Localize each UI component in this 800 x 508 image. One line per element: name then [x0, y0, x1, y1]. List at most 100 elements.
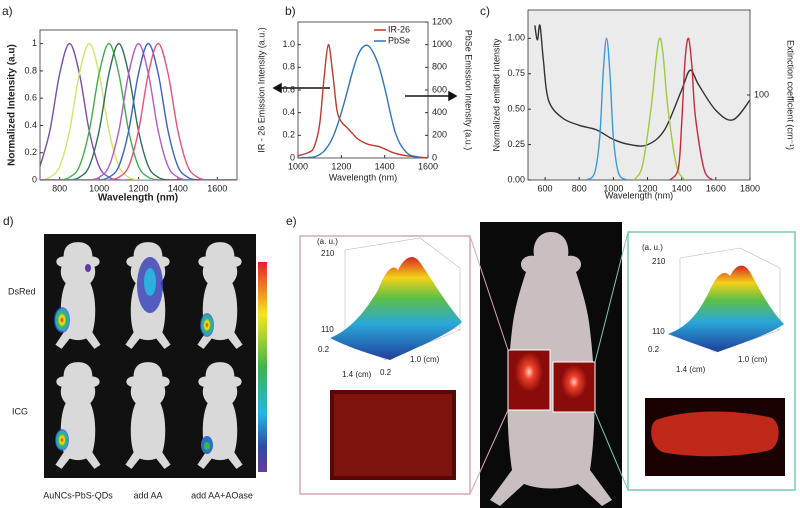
x-tick-label: 1400	[672, 183, 692, 193]
row-label: ICG	[12, 406, 28, 416]
chart: 800 1000 1200 1400 1600 0 0.2 0.4 0.6 0.8 1 a) Wavel…	[2, 4, 238, 204]
y-tick-label: 0	[32, 174, 37, 184]
y2-tick-label: 0	[432, 152, 437, 162]
series-line	[633, 37, 686, 180]
y-tick-label: 0.6	[282, 84, 295, 94]
series-line	[40, 42, 237, 180]
x-axis-label: Wavelength (nm)	[98, 193, 178, 204]
x-tick-label: 1400	[375, 161, 395, 171]
tissue	[651, 411, 779, 457]
series-line	[40, 42, 237, 180]
chart: 1000 1200 1400 160000.20.40.60.81.002004006…	[256, 4, 473, 182]
panel-label: b)	[285, 4, 296, 18]
mouse-silhouette	[490, 232, 612, 506]
mouse-images	[54, 242, 243, 469]
y-tick-label: 0.8	[282, 62, 295, 72]
x-tick-label: 800	[52, 183, 67, 193]
x-tick-label: 1200	[331, 161, 351, 171]
connector	[594, 411, 629, 491]
x-tick-label: 1400	[168, 183, 188, 193]
series-line	[669, 37, 713, 180]
y-tick-label: 0.4	[24, 120, 37, 130]
y2-tick-label: 800	[432, 62, 447, 72]
x-tick-label: 1200	[638, 183, 658, 193]
panel-label: a)	[2, 4, 13, 18]
series-line	[40, 42, 237, 180]
y-tick-label: 1	[32, 38, 37, 48]
y-axis-label: 1.0 (cm)	[738, 355, 768, 364]
x-axis-label: 1.4 (cm)	[676, 365, 706, 374]
y-tick-label: 0.00	[507, 174, 525, 184]
y-tick-label: 0.6	[24, 93, 37, 103]
y-tick-label: 0.2	[282, 130, 295, 140]
x-axis-label: 1.4 (cm)	[342, 370, 372, 379]
legend-label: IR-26	[388, 24, 410, 34]
y2-tick-label: 100	[754, 89, 769, 99]
y-axis-label: Normalized emitted intensity	[491, 38, 501, 152]
surface-plot	[679, 247, 781, 353]
arrows	[272, 82, 458, 102]
x-axis-label: Wavelength (nm)	[329, 172, 397, 182]
x-tick-label: 1000	[288, 161, 308, 171]
series-line	[298, 43, 428, 158]
chart: 600 800 1000 1200 1400 1600 1800 0.00 0.25 0.50 0.…	[480, 4, 796, 200]
y2-tick-label: 400	[432, 107, 447, 117]
series-line	[534, 24, 750, 147]
x-tick-label: 600	[538, 183, 553, 193]
x-axis-label: Wavelength (nm)	[605, 190, 673, 200]
x-tick-label: 1800	[740, 183, 760, 193]
y2-tick-label: 1200	[432, 16, 452, 26]
x-tick-label: 0.2	[318, 345, 330, 354]
y2-axis-label: PbSe Emission Intensity (a.u.)	[464, 30, 474, 151]
y-tick-label: 0.50	[507, 104, 525, 114]
column-label: add AA	[133, 490, 162, 500]
y-tick-label: 1.00	[507, 33, 525, 43]
y-tick-label: 0.75	[507, 68, 525, 78]
color-bar	[258, 262, 267, 472]
series-line	[40, 42, 237, 180]
y2-tick-label: 200	[432, 130, 447, 140]
y-tick-label: 0.8	[24, 65, 37, 75]
column-label: AuNCs-PbS-QDs	[43, 490, 113, 500]
panel-d: d) DsRed ICG AuNCs-PbS-QDs add AA add AA…	[3, 214, 267, 500]
plot-background	[528, 10, 750, 180]
series-line	[585, 37, 628, 180]
connector	[469, 409, 509, 495]
z-unit: (a. u.)	[317, 237, 338, 246]
y2-tick-label: 1000	[432, 39, 452, 49]
y-tick-label: 0	[290, 152, 295, 162]
x-tick-label: 800	[572, 183, 587, 193]
z-tick-label: 210	[652, 257, 666, 266]
series-line	[40, 42, 237, 180]
series-line	[40, 42, 237, 180]
y-axis-label: Normalized Intensity (a.u)	[7, 44, 18, 166]
y-tick-label: 1.0	[282, 39, 295, 49]
y-tick-label: 0.25	[507, 139, 525, 149]
x-tick-label: 1600	[706, 183, 726, 193]
x-tick-label: 1000	[89, 183, 109, 193]
z-tick-label: 210	[321, 249, 335, 258]
panel-label: d)	[3, 214, 14, 228]
z-tick-label: 110	[652, 327, 665, 336]
column-label: add AA+AOase	[191, 490, 253, 500]
x-tick-label: 1000	[603, 183, 623, 193]
legend-label: PbSe	[388, 35, 410, 45]
connector	[469, 235, 509, 351]
x-tick-label: 0.2	[648, 345, 660, 354]
y2-axis-label: Extinction coefficient (cm⁻¹)	[786, 40, 796, 150]
y-tick-label: 0.2	[380, 368, 392, 377]
series-line	[298, 44, 428, 158]
y2-tick-label: 600	[432, 84, 447, 94]
panel-e: e) (a. u.) 210 110 0.2 1.4 (cm) 0.2 1.0 …	[286, 214, 796, 508]
z-tick-label: 110	[321, 325, 334, 334]
connector	[594, 231, 629, 363]
plot-frame	[39, 29, 238, 181]
x-tick-label: 1600	[207, 183, 227, 193]
y-axis-label: IR - 26 Emission Intensity (a.u.)	[256, 27, 266, 153]
surface	[330, 257, 462, 360]
row-label: DsRed	[8, 286, 36, 296]
series-line	[40, 42, 237, 180]
panel-label: c)	[480, 4, 490, 18]
x-tick-label: 1200	[128, 183, 148, 193]
